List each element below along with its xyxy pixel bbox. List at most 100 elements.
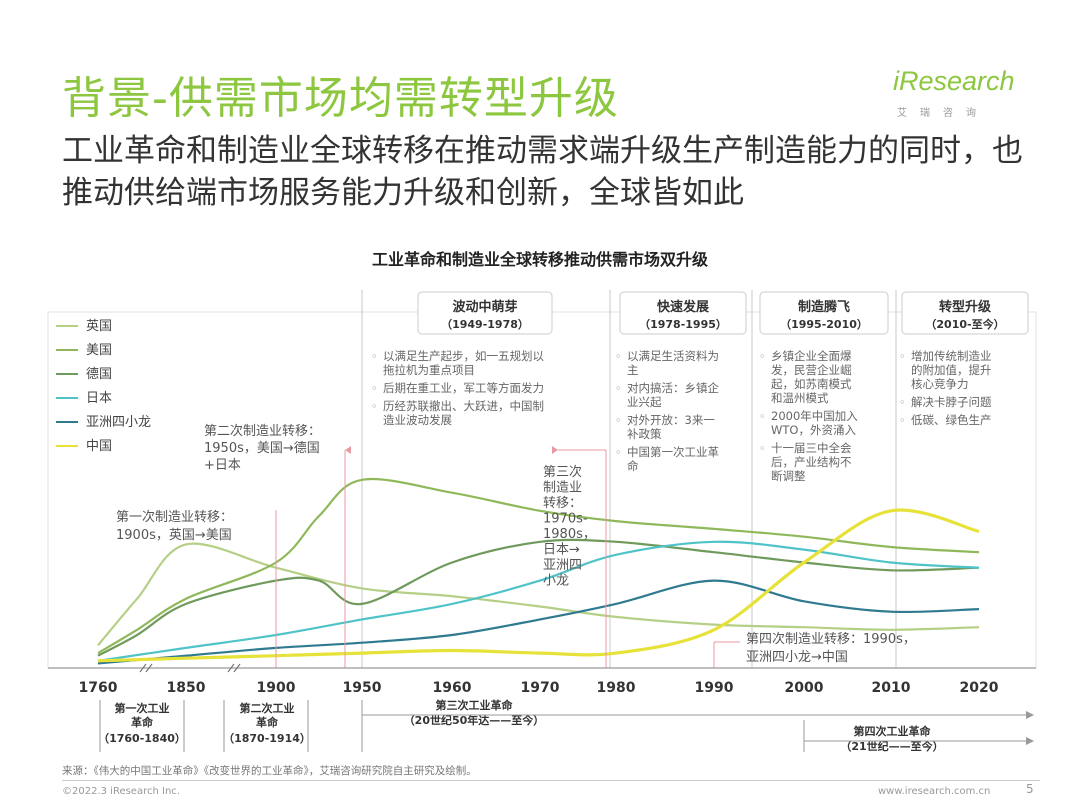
revolution-text: 第四次工业革命 (854, 724, 932, 738)
series-line-1 (97, 542, 980, 647)
revolution-text: （1760-1840） (98, 732, 186, 745)
annotation-text: 1950s，美国→德国 (204, 441, 320, 456)
annotation-text: 第一次制造业转移： (116, 509, 233, 525)
revolution-text: 第三次工业革命 (436, 698, 514, 712)
page-title: 背景-供需市场均需转型升级 (62, 73, 619, 124)
revolution-text: 革命 (256, 715, 279, 729)
phase-bullet-text: 起，如苏南模式 (771, 377, 852, 391)
phase-bullet-text: WTO，外资涌入 (771, 423, 856, 437)
bullet-dot-icon: ◦ (759, 350, 766, 363)
phase-bullet-text: 主 (627, 363, 639, 377)
transfer-annotation: 第二次制造业转移： 1950s，美国→德国 +日本 (204, 423, 321, 473)
bullet-dot-icon: ◦ (615, 350, 622, 363)
footer-divider (62, 780, 1040, 781)
x-tick-label: 2010 (872, 680, 911, 696)
transfer-annotation: 第四次制造业转移：1990s， 亚洲四小龙→中国 (746, 631, 916, 665)
x-tick-label: 1970 (521, 680, 560, 696)
annotation-text: 1970s- (543, 512, 588, 527)
phase-header: 转型升级 （2010-至今） (901, 291, 1029, 335)
phase-bullet-text: 造业波动发展 (383, 413, 452, 427)
phase-bullet-text: 断调整 (771, 469, 806, 483)
legend-label: 亚洲四小龙 (86, 415, 151, 430)
phase-title: 转型升级 (939, 299, 992, 315)
legend-label: 日本 (86, 391, 112, 406)
revolution-label: 第四次工业革命（21世纪——至今） (840, 724, 943, 753)
phase-bullet-text: 发，民营企业崛 (771, 363, 852, 377)
phase-bullet-text: 乡镇企业全面爆 (771, 349, 852, 363)
annotation-text: 第二次制造业转移： (204, 423, 321, 439)
bullet-dot-icon: ◦ (759, 410, 766, 423)
phase-period: （1949-1978） (441, 318, 529, 331)
phase-bullet-text: 命 (627, 459, 639, 473)
series-line-6 (97, 508, 980, 663)
phase-bullet-text: 后，产业结构不 (771, 455, 852, 469)
phase-bullet-text: 的附加值，提升 (911, 363, 992, 377)
phase-bullet-text: 低碳、绿色生产 (911, 413, 992, 427)
phase-bullet-text: 历经苏联撤出、大跃进，中国制 (383, 399, 544, 413)
revolution-label: 第三次工业革命（20世纪50年达——至今） (404, 698, 545, 727)
phase-title: 快速发展 (657, 299, 710, 315)
phase-period: （2010-至今） (925, 317, 1004, 331)
phase-header-box (901, 291, 1029, 335)
page-subtitle: 工业革命和制造业全球转移在推动需求端升级生产制造能力的同时，也推动供给端市场服务… (62, 133, 1023, 211)
revolution-text: 第二次工业 (240, 701, 295, 715)
revolution-text: 第一次工业 (115, 701, 170, 715)
legend-label: 英国 (86, 319, 112, 334)
axis-break-icon (227, 663, 241, 673)
phase-bullet-text: 对内搞活：乡镇企 (627, 381, 719, 395)
bullet-dot-icon: ◦ (899, 396, 906, 409)
annotation-text: 1900s，英国→美国 (116, 528, 232, 543)
phase-bullet-text: 以满足生活资料为 (627, 349, 719, 363)
phase-header-box (759, 291, 889, 335)
phase-bullet-text: 对外开放：3来一 (627, 413, 715, 427)
arrow-right-icon (1026, 737, 1034, 745)
revolution-text: （1870-1914） (223, 732, 311, 745)
bullet-dot-icon: ◦ (371, 400, 378, 413)
annotation-text: 转移： (543, 496, 582, 511)
phase-bullet-text: 和温州模式 (771, 391, 829, 405)
phase-header-box (417, 291, 553, 335)
annotation-text: 亚洲四小龙→中国 (746, 650, 848, 665)
x-tick-label: 2000 (785, 680, 824, 696)
website-link[interactable]: www.iresearch.com.cn (878, 786, 991, 797)
logo-word: iResearch (893, 66, 1015, 96)
phase-bullet-text: 2000年中国加入 (771, 409, 858, 423)
annotation-text: 制造业 (543, 481, 582, 496)
axis-break-icon (139, 663, 153, 673)
series-line-3 (97, 538, 980, 657)
phase-title: 制造腾飞 (798, 299, 850, 315)
phase-header: 快速发展 （1978-1995） (619, 291, 747, 335)
x-tick-label: 1850 (167, 680, 206, 696)
phase-bullet-text: 核心竞争力 (911, 377, 969, 391)
bullet-dot-icon: ◦ (371, 350, 378, 363)
transfer-annotation: 第一次制造业转移： 1900s，英国→美国 (116, 509, 233, 543)
annotation-text: +日本 (204, 458, 241, 473)
phase-period: （1995-2010） (780, 318, 868, 331)
revolution-text: （20世纪50年达——至今） (404, 713, 545, 727)
transfer-arrow-icon (345, 446, 351, 454)
annotation-text: 第三次 (543, 464, 582, 480)
bullet-dot-icon: ◦ (615, 382, 622, 395)
x-tick-label: 1990 (695, 680, 734, 696)
legend-label: 中国 (86, 439, 112, 454)
page-number: 5 (1026, 782, 1034, 796)
legend-label: 德国 (86, 367, 112, 382)
revolution-text: （21世纪——至今） (840, 739, 943, 753)
legend-label: 美国 (86, 343, 112, 358)
phase-bullet-text: 中国第一次工业革 (627, 445, 719, 459)
iresearch-logo: iResearch 艾瑞咨询 (893, 58, 1028, 119)
bullet-dot-icon: ◦ (899, 350, 906, 363)
phase-period: （1978-1995） (639, 318, 727, 331)
phase-bullet-text: 十一届三中全会 (771, 441, 852, 455)
phase-header: 波动中萌芽 （1949-1978） (417, 291, 553, 335)
annotation-text: 第四次制造业转移：1990s， (746, 631, 916, 647)
x-tick-label: 1950 (343, 680, 382, 696)
bullet-dot-icon: ◦ (899, 414, 906, 427)
revolution-text: 革命 (131, 715, 154, 729)
bullet-dot-icon: ◦ (371, 382, 378, 395)
annotation-text: 亚洲四 (543, 558, 582, 573)
